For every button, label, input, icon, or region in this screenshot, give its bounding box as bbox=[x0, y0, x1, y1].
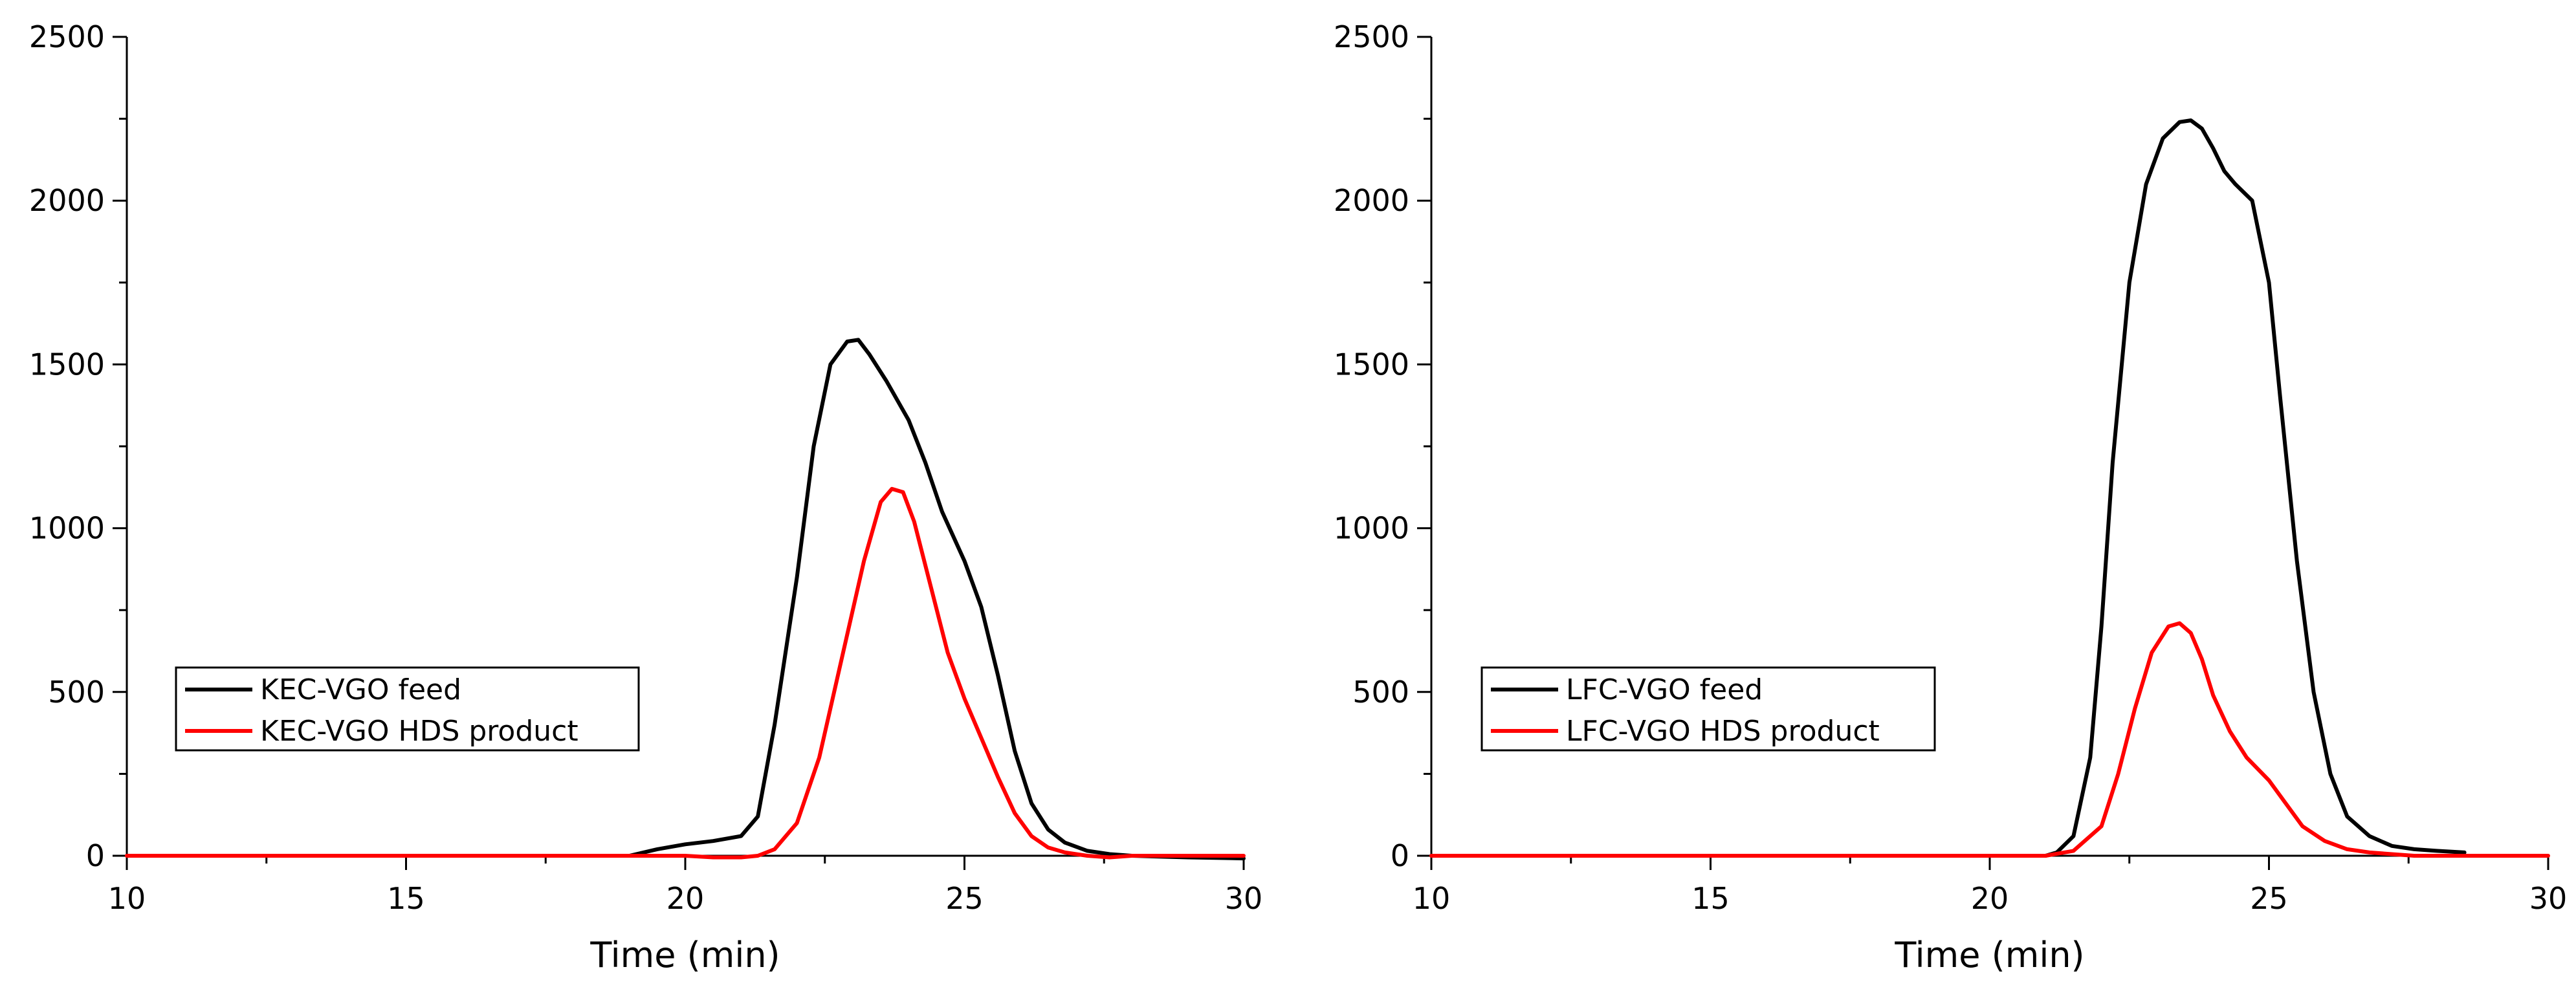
y-tick-label: 2500 bbox=[1334, 19, 1409, 54]
legend-label: LFC-VGO feed bbox=[1566, 673, 1763, 706]
chart-kec-vgo: 10 15 20 25 30 0 500 1000 1500 2000 2500 Time (min)… bbox=[29, 19, 1262, 975]
series-line-hds-product bbox=[1429, 621, 2550, 858]
legend: LFC-VGO feed LFC-VGO HDS product bbox=[1481, 666, 1936, 752]
y-tick-label: 2000 bbox=[1334, 183, 1409, 218]
x-axis-title: Time (min) bbox=[589, 935, 780, 975]
x-tick-label: 30 bbox=[1225, 881, 1263, 916]
legend-label: LFC-VGO HDS product bbox=[1566, 715, 1880, 748]
series-line-feed bbox=[125, 338, 1246, 861]
y-tick-label: 1500 bbox=[1334, 347, 1409, 382]
x-tick-label: 30 bbox=[2529, 881, 2568, 916]
x-tick-label: 25 bbox=[2250, 881, 2288, 916]
x-tick-label: 20 bbox=[1971, 881, 2009, 916]
legend-box bbox=[1481, 666, 1936, 752]
chart-lfc-vgo: 10 15 20 25 30 0 500 1000 1500 2000 2500 Time (min)… bbox=[1334, 19, 2567, 975]
x-axis-title: Time (min) bbox=[1894, 935, 2084, 975]
x-tick-label: 10 bbox=[108, 881, 146, 916]
legend-box bbox=[175, 666, 640, 752]
y-tick-label: 1500 bbox=[29, 347, 105, 382]
y-tick-label: 500 bbox=[48, 675, 105, 710]
legend: KEC-VGO feed KEC-VGO HDS product bbox=[175, 666, 640, 752]
legend-label: KEC-VGO feed bbox=[260, 673, 461, 706]
x-tick-label: 15 bbox=[387, 881, 425, 916]
y-tick-label: 500 bbox=[1352, 675, 1409, 710]
x-tick-label: 20 bbox=[666, 881, 705, 916]
y-tick-label: 0 bbox=[86, 838, 105, 873]
legend-label: KEC-VGO HDS product bbox=[260, 715, 578, 748]
y-tick-label: 0 bbox=[1391, 838, 1409, 873]
y-tick-label: 1000 bbox=[29, 511, 105, 546]
x-tick-label: 10 bbox=[1413, 881, 1451, 916]
y-tick-label: 2500 bbox=[29, 19, 105, 54]
series-line-feed bbox=[1429, 118, 2467, 858]
x-tick-label: 25 bbox=[945, 881, 984, 916]
y-tick-label: 2000 bbox=[29, 183, 105, 218]
series-line-hds-product bbox=[125, 486, 1246, 860]
y-tick-label: 1000 bbox=[1334, 511, 1409, 546]
x-tick-label: 15 bbox=[1691, 881, 1730, 916]
